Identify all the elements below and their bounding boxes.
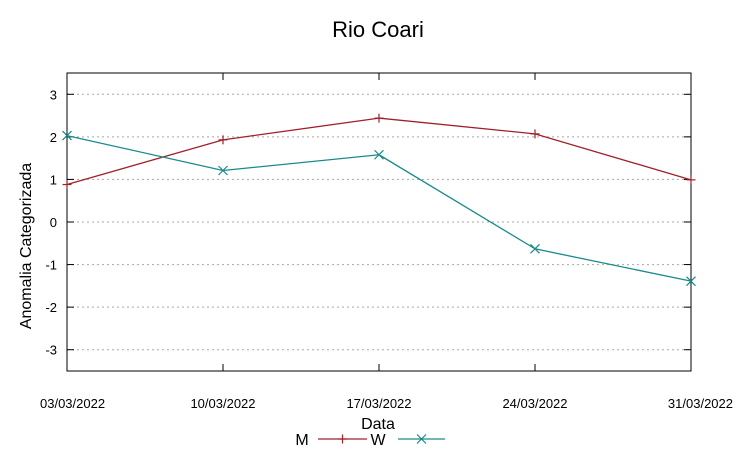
x-tick-label: 03/03/2022	[40, 396, 105, 411]
grid-lines	[67, 93, 691, 351]
x-tick-label: 31/03/2022	[668, 396, 733, 411]
legend-entry-M: M	[295, 432, 367, 449]
data-point	[530, 129, 540, 139]
legend-entry-W: W	[370, 432, 445, 449]
legend-marker	[416, 434, 427, 444]
data-point	[218, 165, 228, 176]
x-axis-label: Data	[361, 416, 395, 433]
series-layer	[62, 113, 696, 287]
series-W	[62, 130, 696, 287]
y-tick-label: 3	[50, 87, 57, 102]
data-point	[62, 180, 72, 190]
y-tick-label: 0	[50, 215, 57, 230]
y-tick-label: -1	[45, 258, 57, 273]
y-tick-label: 2	[50, 130, 57, 145]
data-point	[530, 243, 540, 254]
y-axis-label: Anomalia Categorizada	[18, 163, 35, 329]
legend-label: M	[295, 432, 308, 449]
x-tick-label: 24/03/2022	[502, 396, 567, 411]
series-M	[62, 113, 696, 190]
data-point	[374, 149, 384, 160]
y-tick-label: -3	[45, 343, 57, 358]
x-tick-label: 17/03/2022	[346, 396, 411, 411]
x-axis: 03/03/2022 10/03/2022 17/03/2022 24/03/2022…	[40, 73, 733, 411]
data-point	[62, 130, 72, 141]
legend-label: W	[370, 432, 386, 449]
data-point	[686, 175, 696, 185]
y-tick-label: 1	[50, 172, 57, 187]
chart-title: Rio Coari	[332, 17, 424, 42]
series-line	[66, 117, 692, 186]
y-tick-label: -2	[45, 300, 57, 315]
legend-marker	[338, 434, 347, 444]
data-point	[374, 113, 384, 123]
x-tick-label: 10/03/2022	[190, 396, 255, 411]
data-point	[218, 135, 228, 145]
data-point	[686, 276, 696, 287]
